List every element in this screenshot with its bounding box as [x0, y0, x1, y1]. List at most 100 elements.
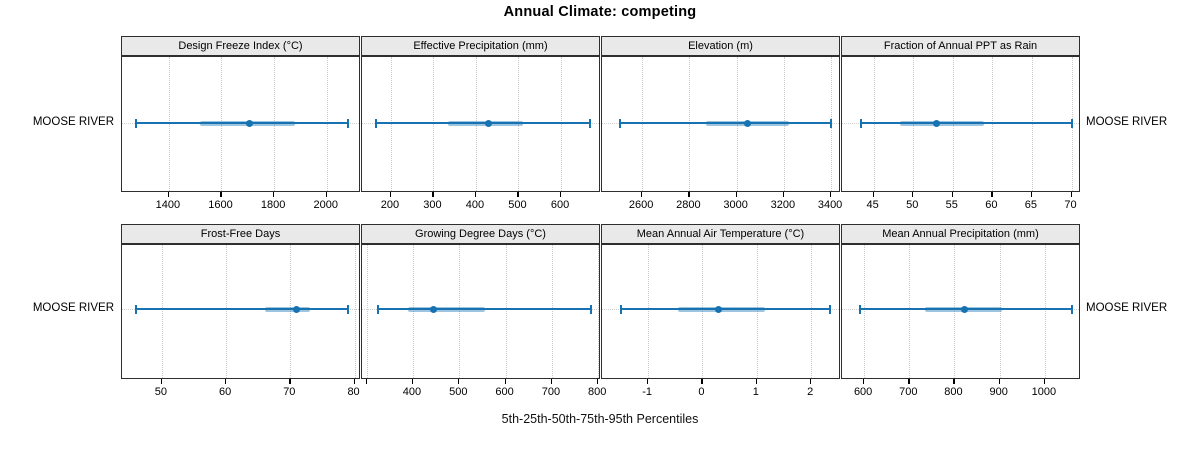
x-axis-tick-label: 500	[449, 386, 468, 398]
median-point	[485, 119, 493, 127]
panel-strip-label: Frost-Free Days	[200, 228, 281, 240]
x-axis-tick-label: 1000	[1031, 386, 1057, 398]
gridline	[505, 245, 507, 378]
row-label-right-top: MOOSE RIVER	[1086, 116, 1168, 128]
x-axis-tick	[504, 379, 506, 384]
x-axis-tick	[225, 379, 227, 384]
x-axis-tick	[273, 192, 275, 197]
x-axis-tick-label: 1600	[208, 199, 233, 211]
gridline	[642, 57, 644, 191]
gridline	[1031, 57, 1033, 191]
x-axis-tick	[735, 192, 737, 197]
gridline	[161, 245, 163, 378]
x-axis-tick	[951, 192, 953, 197]
x-axis-tick-label: 900	[989, 386, 1008, 398]
gridline	[290, 245, 292, 378]
panel-plot-area	[841, 56, 1080, 192]
x-axis-tick-label: 300	[423, 199, 442, 211]
x-axis-tick-label: 2	[807, 386, 814, 398]
x-axis-tick	[389, 192, 392, 197]
x-axis-tick	[991, 192, 993, 197]
x-axis-tick	[220, 192, 222, 197]
x-axis-tick	[810, 379, 812, 384]
x-axis-tick	[560, 192, 562, 197]
x-axis-tick-label: 2800	[676, 199, 701, 211]
x-axis-tick-label: 600	[495, 386, 514, 398]
panel-strip: Effective Precipitation (mm)	[361, 36, 600, 56]
x-axis-tick	[647, 379, 649, 384]
x-axis-tick	[289, 379, 291, 384]
whisker-cap	[830, 118, 833, 128]
panel-x-axis: 200 300 400 500 600	[361, 192, 600, 216]
whisker-cap	[347, 304, 350, 314]
gridline	[952, 57, 954, 191]
x-axis-tick-label: 70	[1064, 199, 1077, 211]
gridline	[354, 245, 356, 378]
gridline	[366, 245, 368, 378]
x-axis-tick-label: 55	[945, 199, 958, 211]
median-point	[933, 119, 941, 127]
panel-x-axis: 1400 1600 1800 2000	[121, 192, 360, 216]
x-axis-tick-label: 700	[899, 386, 918, 398]
x-axis-tick-label: 1800	[260, 199, 286, 211]
x-axis-tick	[782, 192, 785, 197]
gridline	[702, 245, 704, 378]
x-axis-tick-label: 800	[588, 386, 607, 398]
x-axis-tick-label: 45	[866, 199, 879, 211]
gridline	[811, 245, 813, 378]
x-axis-tick-label: 50	[906, 199, 919, 211]
panel-strip: Elevation (m)	[601, 36, 840, 56]
gridline	[598, 245, 599, 378]
x-axis-tick	[167, 192, 170, 197]
panel-plot-area	[361, 244, 600, 379]
x-axis-tick	[365, 379, 367, 384]
panel-strip: Frost-Free Days	[121, 224, 360, 244]
x-axis-tick-label: 70	[283, 386, 296, 398]
x-axis-tick-label: 0	[698, 386, 705, 398]
whisker-cap	[346, 118, 349, 128]
whisker-cap	[1070, 304, 1073, 314]
gridline	[221, 57, 223, 191]
panel-plot-area	[841, 244, 1080, 379]
x-axis-tick	[688, 192, 690, 197]
percentile-range-line	[619, 122, 832, 124]
panel-strip: Mean Annual Air Temperature (°C)	[601, 224, 840, 244]
gridline	[689, 57, 691, 191]
x-axis-tick-label: 3400	[817, 199, 843, 211]
x-axis-tick	[872, 192, 874, 197]
x-axis-tick	[830, 192, 832, 197]
gridline	[274, 57, 276, 191]
whisker-cap	[135, 304, 138, 314]
gridline	[864, 245, 866, 378]
panel-strip-label: Effective Precipitation (mm)	[413, 40, 548, 52]
x-axis-tick-label: 65	[1024, 199, 1038, 211]
panel-x-axis: 600 700 800 900 1000	[841, 379, 1080, 403]
row-label-left-bottom: MOOSE RIVER	[32, 302, 114, 314]
x-axis-tick-label: 3200	[770, 199, 796, 211]
x-axis-tick	[701, 379, 703, 384]
x-axis-tick-label: 600	[853, 386, 873, 398]
panel-strip-label: Design Freeze Index (°C)	[178, 40, 303, 52]
gridline	[412, 245, 414, 378]
x-axis-tick-label: -1	[642, 386, 653, 398]
gridline	[390, 57, 392, 191]
panel-plot-area	[361, 56, 600, 192]
panel-strip-label: Growing Degree Days (°C)	[415, 228, 546, 240]
gridline	[954, 245, 956, 378]
x-axis-tick	[1043, 379, 1046, 384]
panel-plot-area	[121, 244, 360, 379]
panel-strip-label: Mean Annual Air Temperature (°C)	[636, 228, 805, 240]
x-axis-tick	[597, 379, 599, 384]
row-label-right-bottom: MOOSE RIVER	[1086, 302, 1168, 314]
x-axis-tick	[458, 379, 460, 384]
percentile-range-line	[860, 122, 1072, 124]
panel-x-axis: 400 500 600 700 800	[361, 379, 606, 403]
median-point	[430, 305, 438, 313]
x-axis-tick-label: 500	[508, 199, 527, 211]
x-axis-tick	[160, 379, 163, 384]
x-axis-tick-label: 800	[944, 386, 963, 398]
median-point	[245, 119, 253, 127]
whisker-cap	[620, 304, 622, 314]
gridline	[561, 57, 563, 191]
